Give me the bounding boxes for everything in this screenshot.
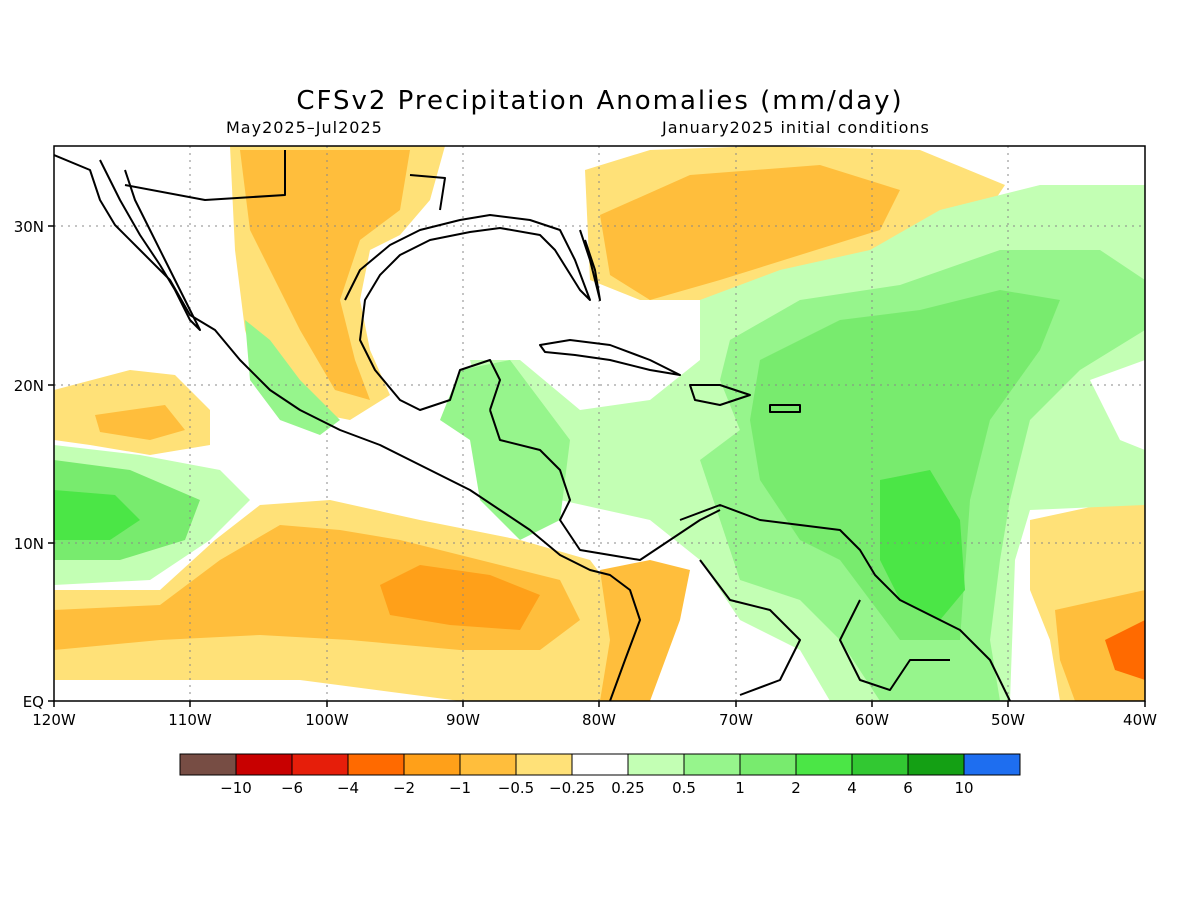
colorbar-swatch (795, 753, 853, 776)
colorbar-tick-label: −0.5 (498, 779, 534, 797)
coastline-mexico-pacific (54, 154, 641, 701)
valid-period-label: May2025–Jul2025 (226, 118, 383, 137)
colorbar-tick-label: −1 (449, 779, 471, 797)
colorbar-swatch (683, 753, 741, 776)
colorbar-tick-label: −4 (337, 779, 359, 797)
lat-label-20n: 20N (14, 377, 44, 395)
lon-label-40w: 40W (1123, 711, 1157, 729)
lon-label-80w: 80W (582, 711, 616, 729)
colorbar-swatch (515, 753, 573, 776)
colorbar-tick-label: 2 (791, 779, 801, 797)
lat-label-10n: 10N (14, 535, 44, 553)
coastline-puerto-rico (769, 404, 801, 413)
dry-anomaly-east-atlantic-core (1055, 590, 1145, 701)
coastline-florida (579, 229, 601, 301)
map-title: CFSv2 Precipitation Anomalies (mm/day) (296, 86, 904, 116)
coastlines (54, 150, 1011, 701)
colorbar-swatch (291, 753, 349, 776)
colorbar-swatch (963, 753, 1021, 776)
lon-label-70w: 70W (719, 711, 753, 729)
wet-anomaly-mexico-coast (245, 320, 340, 435)
wet-anomaly-pacific-west-inner (54, 490, 140, 540)
coastline-cuba (539, 339, 681, 376)
border-us-mexico (124, 150, 446, 211)
colorbar-tick-label: −2 (393, 779, 415, 797)
wet-anomaly-caribbean-atlantic-core (750, 290, 1060, 640)
colorbar-swatch (347, 753, 405, 776)
colorbar-swatch (235, 753, 293, 776)
wet-anomaly-atlantic-inner (880, 470, 965, 620)
colorbar-tick-label: 10 (954, 779, 973, 797)
longitude-labels: 120W 110W 100W 90W 80W 70W 60W 50W 40W (32, 711, 1157, 729)
colorbar-swatch (907, 753, 965, 776)
dry-anomaly-atlantic-north-core (600, 165, 900, 300)
coastline-gulf-mexico (344, 214, 591, 411)
lon-label-60w: 60W (855, 711, 889, 729)
coastline-central-america-caribbean (489, 409, 721, 561)
colorbar-swatch (627, 753, 685, 776)
graticule (54, 146, 1145, 701)
latitude-labels: 30N 20N 10N EQ (14, 218, 44, 711)
anomaly-fields (54, 146, 1145, 701)
colorbar: −10 −6 −4 −2 −1 −0.5 −0.25 0.25 0.5 1 2 4 6 10 (179, 753, 1021, 797)
lat-label-30n: 30N (14, 218, 44, 236)
axis-ticks (48, 225, 1146, 707)
colorbar-swatch (851, 753, 909, 776)
colorbar-tick-label: −6 (281, 779, 303, 797)
colorbar-swatch (739, 753, 797, 776)
colorbar-swatch (403, 753, 461, 776)
colorbar-tick-label: 4 (847, 779, 857, 797)
dry-anomaly-mexico-core (240, 150, 410, 400)
colorbar-swatch (571, 753, 629, 776)
lon-label-110w: 110W (168, 711, 212, 729)
colorbar-swatch (459, 753, 517, 776)
coastline-hispaniola (689, 384, 751, 406)
colorbar-tick-label: 1 (735, 779, 745, 797)
dry-anomaly-pacific-south-inner (380, 565, 540, 630)
colorbar-tick-label: −10 (220, 779, 252, 797)
colorbar-tick-label: −0.25 (549, 779, 595, 797)
lon-label-100w: 100W (305, 711, 349, 729)
dry-anomaly-pacific-west-core (95, 405, 185, 440)
lon-label-120w: 120W (32, 711, 76, 729)
colorbar-tick-label: 6 (903, 779, 913, 797)
lat-label-eq: EQ (23, 693, 44, 711)
coastline-baja (99, 159, 201, 331)
coastline-south-america-north (679, 504, 1011, 701)
lon-label-50w: 50W (991, 711, 1025, 729)
border-south-america (699, 559, 950, 696)
wet-anomaly-central-america (440, 360, 570, 540)
dry-anomaly-east-atlantic-inner (1105, 620, 1145, 680)
colorbar-swatch (179, 753, 237, 776)
lon-label-90w: 90W (446, 711, 480, 729)
initial-conditions-label: January2025 initial conditions (662, 118, 930, 137)
colorbar-tick-label: 0.5 (672, 779, 696, 797)
colorbar-tick-label: 0.25 (611, 779, 644, 797)
